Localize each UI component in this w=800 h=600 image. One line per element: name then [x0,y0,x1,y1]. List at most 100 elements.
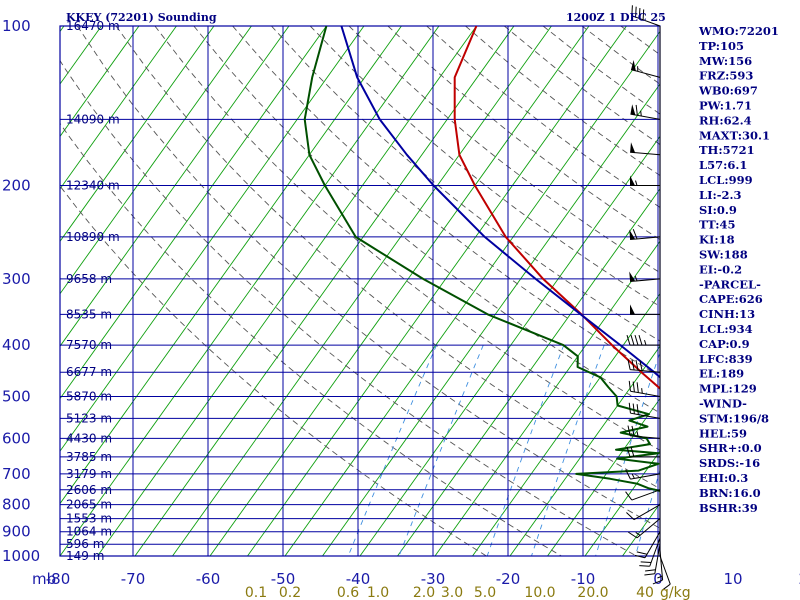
wind-barb-pennant [630,304,635,315]
temp-tick-label: -10 [571,570,596,588]
mixing-ratio-label: 1.0 [367,585,389,600]
wind-barb-half-flag [631,473,635,479]
wind-barb [631,5,661,27]
height-label: 7570 m [66,338,112,352]
isotherm-line [60,26,140,138]
wind-barb [630,59,661,78]
pressure-tick-label: 600 [2,429,31,447]
wind-barb [652,550,664,585]
wind-barb-flag [638,334,643,346]
wind-barb-flag [630,446,635,457]
wind-barb-staff [659,555,671,585]
mixing-ratio-unit-label: g/kg [660,585,691,600]
wind-barb [626,334,660,346]
pressure-tick-label: 400 [2,336,31,354]
pressure-tick-label: 1000 [2,547,40,565]
index-value: WB0:697 [698,84,758,98]
wind-barb [626,504,661,521]
index-value: EI:-0.2 [699,262,742,276]
series-parcel-line [340,26,660,379]
index-value: TH:5721 [699,143,755,157]
mixing-ratio-label: 2.0 [413,585,435,600]
wind-barb-pennant [630,142,636,153]
wind-barb-flag [639,565,650,567]
pressure-tick-label: 200 [2,177,31,195]
height-labels: 16470 m 14090 m 12340 m 10890 m 9658 m 8535 m… [66,19,120,563]
isotherm-line [60,26,290,347]
wind-barb-flag [642,9,645,20]
wind-barb-flag [644,573,655,576]
dry-adiabat-line [581,26,660,85]
isotherm-line [584,450,660,556]
wind-barb-flag [631,5,633,16]
index-value: CINH:13 [699,307,755,321]
mixing-ratio-label: 0.6 [337,585,359,600]
wind-barb-half-flag [635,532,641,536]
index-value: LCL:934 [699,322,753,336]
series-temperature-line [453,26,660,390]
height-label: 5870 m [66,389,112,403]
wind-barb [626,446,660,458]
height-label: 1064 m [66,525,112,539]
wind-barb-staff [630,369,661,373]
temp-tick-label: -60 [196,570,221,588]
wind-barb-flag [628,380,631,392]
dry-adiabat-line [60,185,488,556]
height-label: 8535 m [66,307,112,321]
mixing-ratio-label: 40 [636,585,654,600]
height-label: 3179 m [66,467,112,481]
wind-barb-flag [625,491,633,501]
wind-barb-half-flag [634,275,638,282]
index-value: HEL:59 [699,426,747,440]
wind-barb [627,359,661,373]
dry-adiabat-line [115,26,660,490]
isotherm-line [764,2,800,567]
wind-barb-staff [649,537,661,567]
mixing-ratio-lines [347,344,660,556]
index-value: EHI:0.3 [699,471,748,485]
index-value: LI:-2.3 [699,188,742,202]
wind-barb-flag [636,551,648,555]
index-value: BSHR:39 [699,501,758,515]
index-value: LFC:839 [699,352,753,366]
mixing-ratio-line [347,344,437,556]
temp-tick-label: -70 [121,570,146,588]
pressure-tick-label: 900 [2,523,31,541]
wind-barb-flag [626,446,631,457]
wind-barb [630,304,660,315]
wind-barb [644,544,661,576]
pressure-tick-label: 300 [2,270,31,288]
wind-barb-half-flag [640,110,642,117]
wind-barb-flag [636,404,639,415]
wind-barb-flag [632,229,638,240]
mixing-ratio-line [595,351,660,556]
isotherm-line [246,26,628,556]
height-label: 3785 m [66,450,112,464]
wind-barb-flag [645,569,656,572]
wind-barb-flag [639,360,643,371]
wind-barb-flag [625,469,631,480]
index-value: CAPE:626 [699,292,763,306]
wind-barb-flag [661,583,671,591]
wind-barb-staff [630,412,661,419]
isotherm-line [171,26,553,556]
series-dewpoint-line [303,26,660,492]
height-label: 2065 m [66,498,112,512]
index-value: TT:45 [699,218,736,232]
dry-adiabat-line [76,26,660,529]
wind-barb-staff [644,531,661,558]
isotherm-line [96,26,478,556]
isotherm-line [359,135,660,556]
dry-adiabat-line [309,26,660,308]
dry-adiabat-line [60,122,563,556]
height-label: 4430 m [66,431,112,445]
wind-barb-staff [631,15,661,27]
wind-barb [629,271,661,282]
index-value: TP:105 [699,39,744,53]
pressure-tick-label: 700 [2,465,31,483]
isotherm-lines [60,2,800,567]
mixing-ratio-label: 0.1 [245,585,267,600]
index-value: PW:1.71 [699,99,752,113]
index-value: LCL:999 [699,173,753,187]
